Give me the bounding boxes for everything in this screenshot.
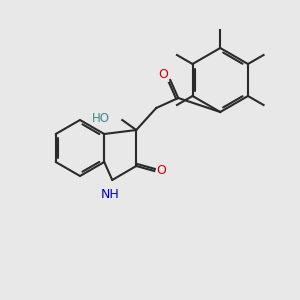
Text: NH: NH [101, 188, 120, 200]
Text: HO: HO [92, 112, 110, 125]
Text: O: O [156, 164, 166, 178]
Text: O: O [158, 68, 168, 82]
